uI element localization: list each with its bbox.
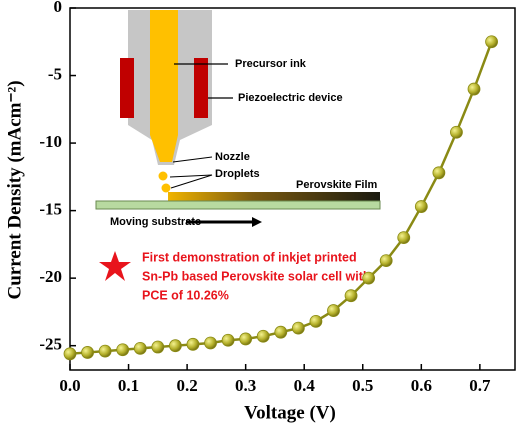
data-point [450, 125, 463, 139]
inset-label: Piezoelectric device [238, 92, 343, 104]
data-point [362, 271, 376, 285]
data-point [151, 340, 165, 354]
y-tick-label: -15 [39, 200, 62, 219]
inset-label: Moving substrate [110, 216, 201, 228]
data-point [274, 325, 288, 339]
x-tick-label: 0.0 [59, 376, 80, 395]
data-point [397, 231, 411, 245]
data-point [467, 82, 481, 96]
annotation: First demonstration of inkjet printed [142, 250, 357, 264]
y-tick-label: -25 [39, 335, 62, 354]
y-tick-label: -5 [48, 64, 62, 83]
data-point [186, 337, 200, 351]
data-point [291, 321, 305, 335]
inset-label: Precursor ink [235, 58, 307, 70]
data-point [379, 254, 393, 267]
data-point [344, 289, 358, 303]
inset-label: Nozzle [215, 151, 250, 163]
x-tick-label: 0.4 [294, 376, 316, 395]
x-tick-label: 0.7 [469, 376, 491, 395]
data-point [432, 166, 446, 180]
data-point [116, 343, 130, 357]
data-point [327, 304, 340, 317]
data-point [204, 336, 217, 350]
data-point [168, 339, 182, 353]
y-tick-label: -20 [39, 267, 62, 286]
x-tick-label: 0.1 [118, 376, 139, 395]
inset-diagram: Precursor ink Piezoelectric device Nozzl… [95, 10, 381, 302]
x-axis-label: Voltage (V) [244, 402, 336, 423]
x-tick-label: 0.3 [235, 376, 256, 395]
y-tick-label: -10 [39, 132, 62, 151]
x-tick-label: 0.5 [352, 376, 373, 395]
data-point [63, 347, 77, 361]
data-point [309, 314, 323, 328]
y-axis-label: Current Density (mAcm⁻²) [4, 80, 25, 299]
data-point [414, 200, 428, 213]
data-point [81, 346, 94, 359]
annotation: PCE of 10.26% [142, 288, 229, 302]
y-tick-label: 0 [54, 0, 63, 16]
data-point [133, 341, 147, 355]
data-point [239, 332, 253, 346]
data-point [221, 333, 235, 347]
annotation: Sn-Pb based Perovskite solar cell with [142, 269, 371, 283]
data-point [485, 35, 498, 49]
x-tick-label: 0.2 [176, 376, 197, 395]
inset-label: Droplets [215, 168, 260, 180]
plot-frame [69, 7, 516, 371]
data-point [256, 329, 270, 343]
x-tick-label: 0.6 [411, 376, 432, 395]
data-point [98, 344, 112, 358]
inset-label: Perovskite Film [296, 179, 378, 191]
